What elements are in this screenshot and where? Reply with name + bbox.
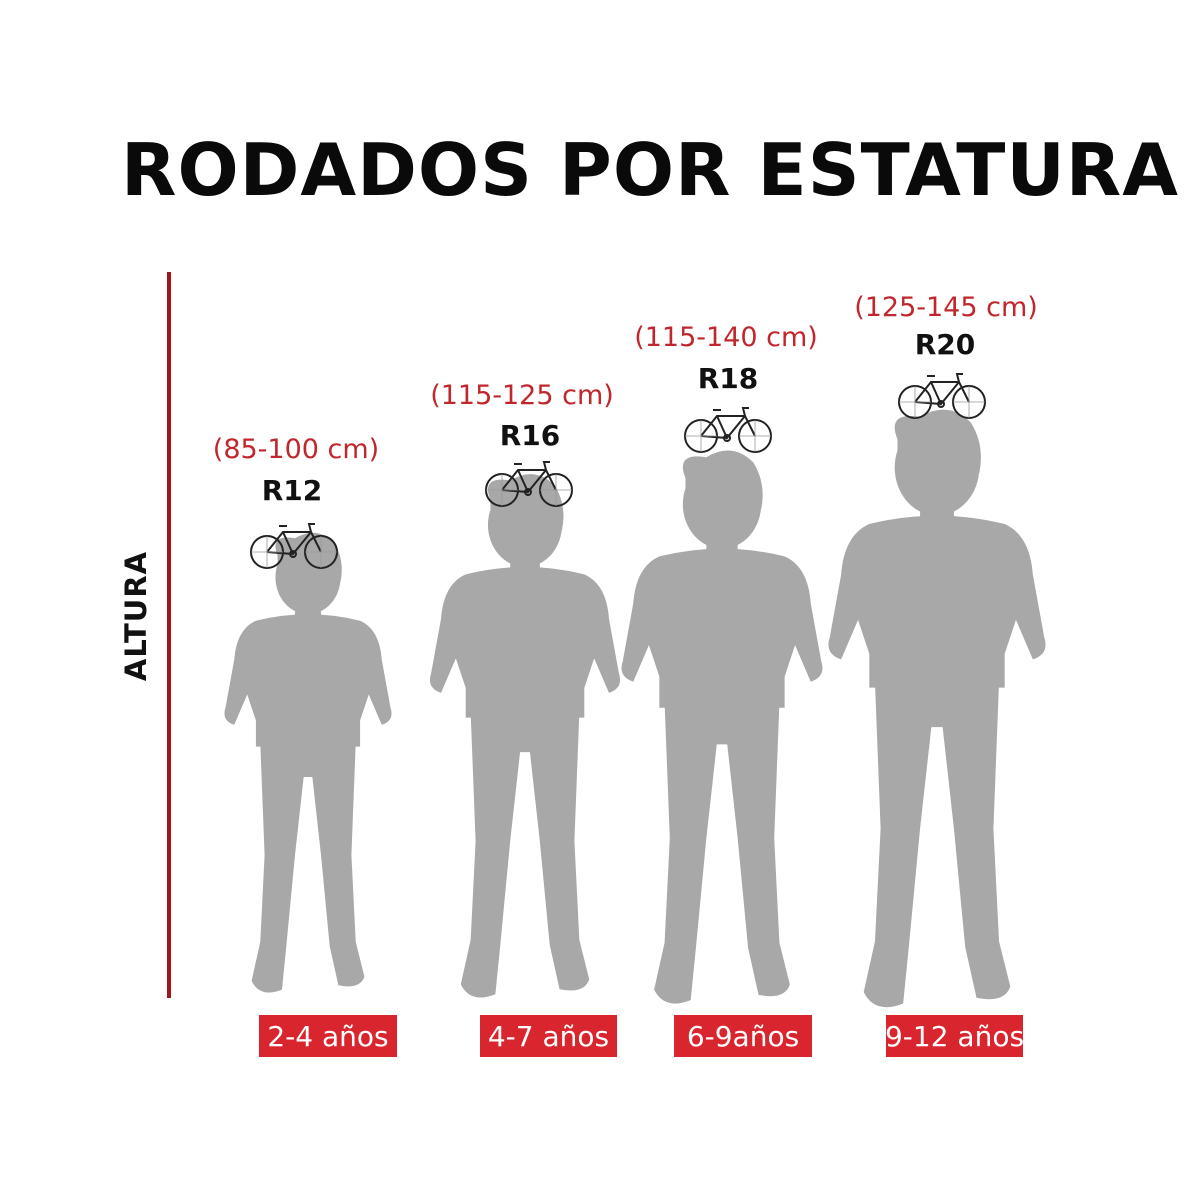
bicycle-icon [485, 461, 573, 507]
child-silhouette-4 [828, 409, 1046, 1008]
wheel-size-r16: R16 [499, 419, 561, 452]
height-axis-line [167, 272, 171, 998]
age-badge-r20: 9-12 años [885, 1015, 1024, 1057]
bicycle-icon [250, 523, 338, 569]
bicycle-icon [684, 407, 772, 453]
page-title: RODADOS POR ESTATURA [121, 128, 1179, 212]
wheel-size-r20: R20 [914, 328, 976, 361]
age-badge-r18: 6-9años [674, 1015, 812, 1057]
height-range-r16: (115-125 cm) [430, 380, 614, 411]
height-range-r20: (125-145 cm) [854, 292, 1038, 323]
child-silhouette-2 [429, 474, 621, 998]
child-silhouette-1 [224, 532, 392, 993]
height-range-r18: (115-140 cm) [634, 322, 818, 353]
age-badge-r12: 2-4 años [259, 1015, 397, 1057]
wheel-size-r12: R12 [261, 474, 323, 507]
age-badge-r16: 4-7 años [480, 1015, 617, 1057]
wheel-size-r18: R18 [697, 362, 759, 395]
bicycle-icon [898, 373, 986, 419]
child-silhouette-3 [621, 450, 823, 1004]
height-range-r12: (85-100 cm) [212, 434, 380, 465]
